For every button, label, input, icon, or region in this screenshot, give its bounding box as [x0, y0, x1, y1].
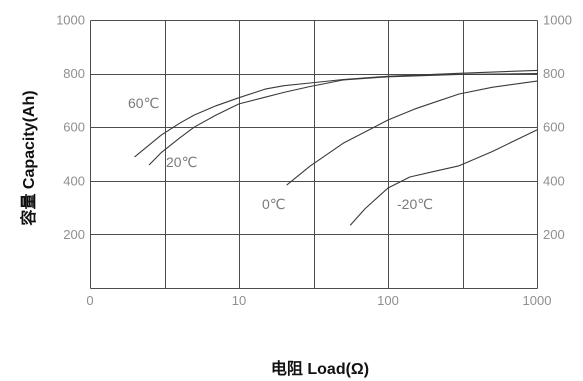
grid: [91, 21, 538, 289]
y-axis-label: 容量 Capacity(Ah): [19, 90, 38, 226]
series-line-20c: [149, 74, 537, 165]
y-tick-label-right: 800: [543, 66, 565, 81]
y-tick-label-left: 400: [63, 173, 85, 188]
x-axis-label: 电阻 Load(Ω): [271, 359, 369, 378]
y-tick-label-left: 200: [63, 227, 85, 242]
y-tick-label-right: 1000: [543, 13, 572, 28]
series-line-minus-20c: [351, 130, 538, 225]
y-tick-label-right: 400: [543, 173, 565, 188]
y-tick-label-left: 800: [63, 66, 85, 81]
series-lines: [135, 70, 537, 225]
x-tick-label: 0: [86, 293, 93, 308]
series-label-0c: 0℃: [262, 196, 286, 212]
series-label-minus-20c: -20℃: [397, 196, 433, 212]
x-tick-label: 100: [377, 293, 399, 308]
series-labels: 60℃ 20℃ 0℃ -20℃: [128, 95, 433, 212]
x-tick-label: 10: [232, 293, 246, 308]
series-label-20c: 20℃: [166, 154, 197, 170]
y-tick-label-right: 200: [543, 227, 565, 242]
series-line-0c: [287, 81, 537, 185]
series-line-60c: [135, 70, 537, 156]
y-tick-label-left: 1000: [56, 13, 85, 28]
x-tick-label: 1000: [523, 293, 552, 308]
series-label-60c: 60℃: [128, 95, 159, 111]
y-tick-label-right: 600: [543, 120, 565, 135]
y-tick-label-left: 600: [63, 120, 85, 135]
